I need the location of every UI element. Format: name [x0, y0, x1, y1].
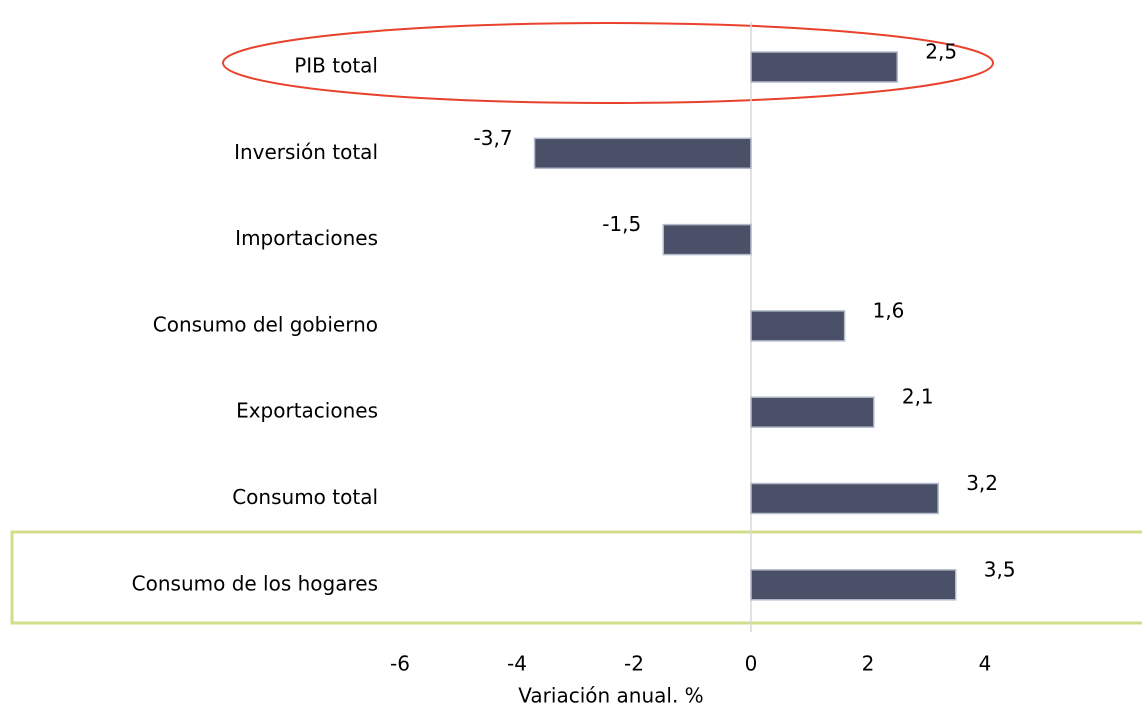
bar [750, 482, 939, 515]
bar [750, 396, 875, 428]
x-tick-label: 0 [745, 652, 758, 676]
value-label: 3,5 [984, 557, 1016, 581]
x-tick-label: 2 [862, 652, 875, 676]
bar [662, 223, 752, 256]
y-tick-label: PIB total [294, 54, 378, 78]
y-tick-label: Exportaciones [236, 399, 378, 423]
y-tick-label: Consumo del gobierno [153, 312, 378, 336]
y-tick-label: Inversión total [234, 140, 378, 164]
x-tick-label: 4 [979, 652, 992, 676]
value-label: 2,1 [902, 385, 934, 409]
y-tick-label: Consumo total [232, 485, 378, 509]
x-tick-label: -4 [507, 652, 527, 676]
bar [750, 569, 957, 601]
y-tick-label: Consumo de los hogares [132, 571, 378, 595]
bar [750, 51, 898, 83]
x-tick-label: -6 [390, 652, 410, 676]
value-label: -3,7 [474, 126, 513, 150]
value-label: -1,5 [602, 212, 641, 236]
value-label: 3,2 [966, 471, 998, 495]
bar [533, 137, 752, 170]
y-tick-label: Importaciones [235, 226, 378, 250]
x-tick-label: -2 [624, 652, 644, 676]
highlight-box [10, 530, 1142, 625]
x-axis-title: Variación anual. % [518, 684, 703, 708]
value-label: 1,6 [873, 298, 905, 322]
bar [750, 310, 846, 342]
value-label: 2,5 [925, 40, 957, 64]
highlight-ellipse [222, 22, 994, 104]
